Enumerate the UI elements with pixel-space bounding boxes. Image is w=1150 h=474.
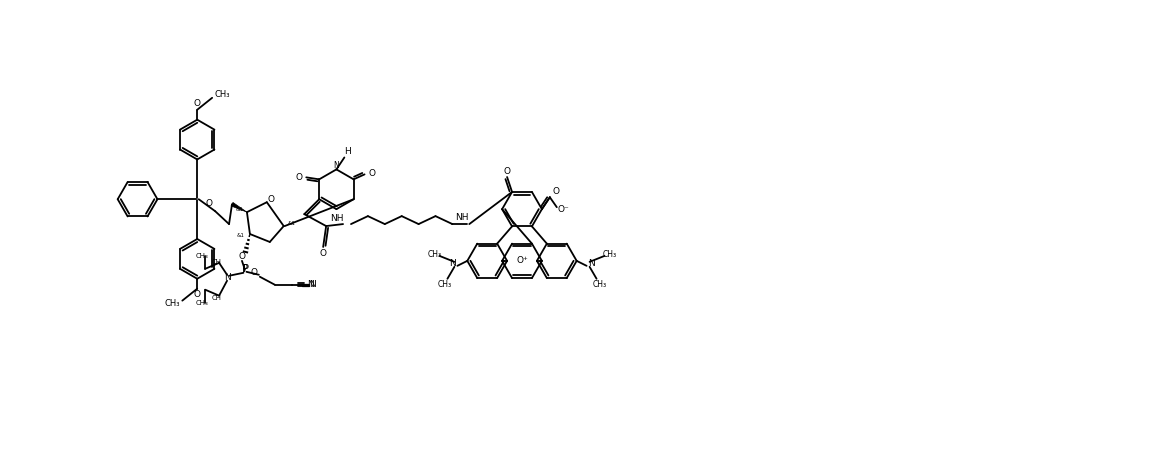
Text: O: O <box>504 166 511 175</box>
Text: N: N <box>588 259 595 268</box>
Text: O: O <box>552 187 559 196</box>
Text: CH₃: CH₃ <box>196 300 208 306</box>
Text: O: O <box>193 99 201 108</box>
Text: O⁺: O⁺ <box>516 256 528 265</box>
Text: CH₃: CH₃ <box>428 250 442 259</box>
Text: N: N <box>307 280 314 289</box>
Text: CH₃: CH₃ <box>592 280 606 289</box>
Text: O⁻: O⁻ <box>558 205 569 214</box>
Text: NH: NH <box>455 213 469 222</box>
Text: O: O <box>206 199 213 208</box>
Text: CH: CH <box>212 295 222 301</box>
Text: N: N <box>309 280 316 289</box>
Text: CH: CH <box>212 259 222 265</box>
Text: N: N <box>334 161 339 170</box>
Text: N: N <box>224 273 230 282</box>
Text: N: N <box>448 259 455 268</box>
Text: &1: &1 <box>237 233 245 237</box>
Text: NH: NH <box>330 214 344 223</box>
Text: O: O <box>193 290 201 299</box>
Text: CH₃: CH₃ <box>164 299 181 308</box>
Text: P: P <box>242 264 248 274</box>
Text: CH₃: CH₃ <box>437 280 452 289</box>
Text: P: P <box>243 264 248 274</box>
Text: O: O <box>296 173 302 182</box>
Text: O: O <box>251 268 258 277</box>
Text: O: O <box>267 195 275 204</box>
Text: O: O <box>368 169 375 178</box>
Text: CH₃: CH₃ <box>196 253 208 259</box>
Polygon shape <box>231 202 247 212</box>
Text: &1: &1 <box>288 221 296 226</box>
Text: O: O <box>238 252 245 261</box>
Text: CH₃: CH₃ <box>603 250 616 259</box>
Text: H: H <box>344 147 351 156</box>
Text: O: O <box>320 249 327 258</box>
Text: CH₃: CH₃ <box>214 91 230 100</box>
Text: &1: &1 <box>236 207 244 212</box>
